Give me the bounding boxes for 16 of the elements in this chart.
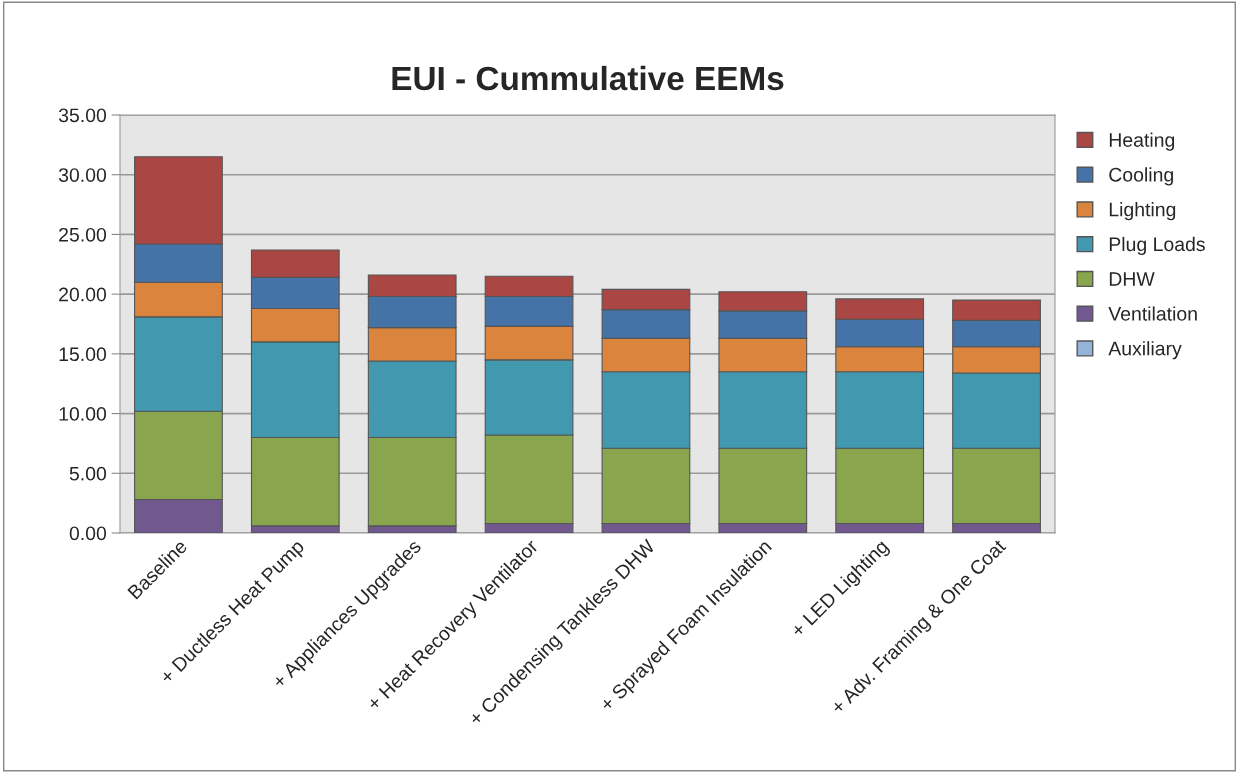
y-tick-label: 25.00	[59, 227, 107, 242]
legend-label: Ventilation	[1108, 306, 1197, 321]
legend-label: Cooling	[1109, 167, 1173, 186]
chart-title: EUI - Cummulative EEMs	[392, 65, 784, 91]
legend-label: Plug Loads	[1109, 236, 1205, 255]
y-tick-label: 20.00	[59, 287, 107, 302]
y-tick-label: 5.00	[69, 466, 107, 481]
legend-label: Lighting	[1109, 202, 1176, 221]
y-tick-label: 10.00	[59, 407, 107, 421]
y-tick-label: 0.00	[69, 526, 107, 541]
legend-label: Heating	[1109, 132, 1175, 151]
legend-label: Auxiliary	[1108, 341, 1182, 360]
y-tick-label: 15.00	[59, 347, 107, 362]
legend-label: DHW	[1109, 272, 1155, 286]
y-tick-label: 30.00	[58, 168, 107, 182]
y-tick-label: 35.00	[58, 108, 107, 123]
